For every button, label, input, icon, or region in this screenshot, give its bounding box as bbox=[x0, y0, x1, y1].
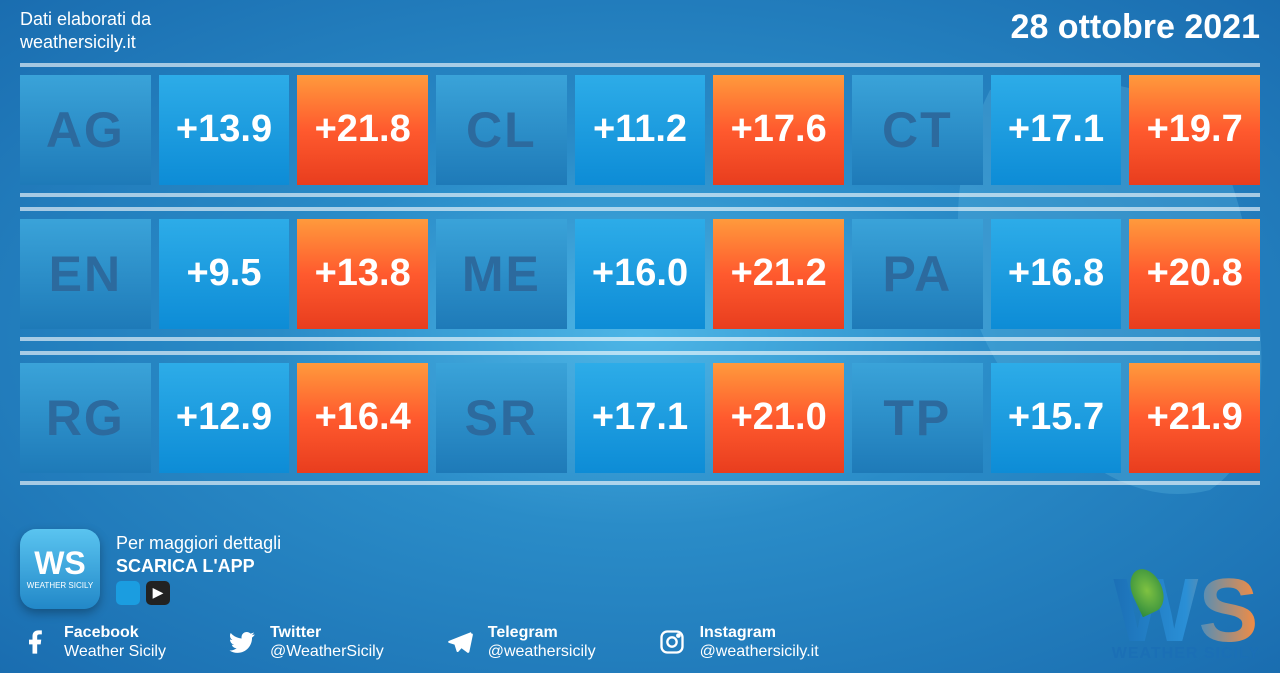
province-group: TP+15.7+21.9 bbox=[852, 363, 1260, 473]
temp-low: +9.5 bbox=[159, 219, 290, 329]
temp-high: +21.0 bbox=[713, 363, 844, 473]
temp-high: +16.4 bbox=[297, 363, 428, 473]
social-instagram: Instagram@weathersicily.it bbox=[656, 623, 819, 661]
temp-high: +21.8 bbox=[297, 75, 428, 185]
temp-high: +20.8 bbox=[1129, 219, 1260, 329]
province-group: SR+17.1+21.0 bbox=[436, 363, 844, 473]
credit: Dati elaborati da weathersicily.it bbox=[20, 8, 151, 55]
credit-line1: Dati elaborati da bbox=[20, 8, 151, 31]
province-group: PA+16.8+20.8 bbox=[852, 219, 1260, 329]
social-text: Telegram@weathersicily bbox=[488, 623, 596, 661]
social-text: Twitter@WeatherSicily bbox=[270, 623, 384, 661]
temp-high: +17.6 bbox=[713, 75, 844, 185]
province-code: EN bbox=[20, 219, 151, 329]
social-name: Telegram bbox=[488, 623, 596, 642]
twitter-icon bbox=[226, 626, 258, 658]
social-twitter: Twitter@WeatherSicily bbox=[226, 623, 384, 661]
temp-low: +12.9 bbox=[159, 363, 290, 473]
social-telegram: Telegram@weathersicily bbox=[444, 623, 596, 661]
temp-high: +21.9 bbox=[1129, 363, 1260, 473]
temp-low: +15.7 bbox=[991, 363, 1122, 473]
social-name: Twitter bbox=[270, 623, 384, 642]
province-code: PA bbox=[852, 219, 983, 329]
temp-low: +13.9 bbox=[159, 75, 290, 185]
footer: WS WEATHER SICILY Per maggiori dettagli … bbox=[0, 529, 1280, 673]
temp-low: +16.8 bbox=[991, 219, 1122, 329]
province-code: SR bbox=[436, 363, 567, 473]
province-code: RG bbox=[20, 363, 151, 473]
grid-row: RG+12.9+16.4SR+17.1+21.0TP+15.7+21.9 bbox=[20, 351, 1260, 485]
social-handle: Weather Sicily bbox=[64, 642, 166, 661]
social-name: Instagram bbox=[700, 623, 819, 642]
date: 28 ottobre 2021 bbox=[1011, 8, 1260, 47]
temp-high: +19.7 bbox=[1129, 75, 1260, 185]
app-badge-sub: WEATHER SICILY bbox=[27, 581, 93, 590]
playstore-icon: ▶ bbox=[146, 581, 170, 605]
temp-low: +16.0 bbox=[575, 219, 706, 329]
social-facebook: FacebookWeather Sicily bbox=[20, 623, 166, 661]
social-handle: @WeatherSicily bbox=[270, 642, 384, 661]
social-text: FacebookWeather Sicily bbox=[64, 623, 166, 661]
province-group: RG+12.9+16.4 bbox=[20, 363, 428, 473]
grid-row: EN+9.5+13.8ME+16.0+21.2PA+16.8+20.8 bbox=[20, 207, 1260, 341]
province-code: TP bbox=[852, 363, 983, 473]
province-group: CT+17.1+19.7 bbox=[852, 75, 1260, 185]
temperature-grid: AG+13.9+21.8CL+11.2+17.6CT+17.1+19.7EN+9… bbox=[20, 63, 1260, 485]
appstore-icon bbox=[116, 581, 140, 605]
store-icons: ▶ bbox=[116, 581, 281, 605]
header: Dati elaborati da weathersicily.it 28 ot… bbox=[0, 0, 1280, 55]
temp-high: +21.2 bbox=[713, 219, 844, 329]
app-badge-text: WS bbox=[34, 547, 86, 579]
temp-high: +13.8 bbox=[297, 219, 428, 329]
app-badge: WS WEATHER SICILY bbox=[20, 529, 100, 609]
province-group: EN+9.5+13.8 bbox=[20, 219, 428, 329]
province-group: AG+13.9+21.8 bbox=[20, 75, 428, 185]
instagram-icon bbox=[656, 626, 688, 658]
facebook-icon bbox=[20, 626, 52, 658]
social-handle: @weathersicily.it bbox=[700, 642, 819, 661]
social-text: Instagram@weathersicily.it bbox=[700, 623, 819, 661]
temp-low: +17.1 bbox=[575, 363, 706, 473]
social-handle: @weathersicily bbox=[488, 642, 596, 661]
temp-low: +17.1 bbox=[991, 75, 1122, 185]
credit-line2: weathersicily.it bbox=[20, 31, 151, 54]
app-promo-text: Per maggiori dettagli SCARICA L'APP ▶ bbox=[116, 532, 281, 605]
socials: FacebookWeather Sicily Twitter@WeatherSic… bbox=[20, 623, 1260, 661]
ws-logo-label: WEATHER SICILY bbox=[1112, 645, 1260, 663]
province-code: CT bbox=[852, 75, 983, 185]
telegram-icon bbox=[444, 626, 476, 658]
province-code: ME bbox=[436, 219, 567, 329]
temp-low: +11.2 bbox=[575, 75, 706, 185]
province-code: AG bbox=[20, 75, 151, 185]
social-name: Facebook bbox=[64, 623, 166, 642]
app-line2: SCARICA L'APP bbox=[116, 555, 281, 578]
province-group: ME+16.0+21.2 bbox=[436, 219, 844, 329]
province-group: CL+11.2+17.6 bbox=[436, 75, 844, 185]
grid-row: AG+13.9+21.8CL+11.2+17.6CT+17.1+19.7 bbox=[20, 63, 1260, 197]
app-promo: WS WEATHER SICILY Per maggiori dettagli … bbox=[20, 529, 1260, 609]
province-code: CL bbox=[436, 75, 567, 185]
app-line1: Per maggiori dettagli bbox=[116, 532, 281, 555]
